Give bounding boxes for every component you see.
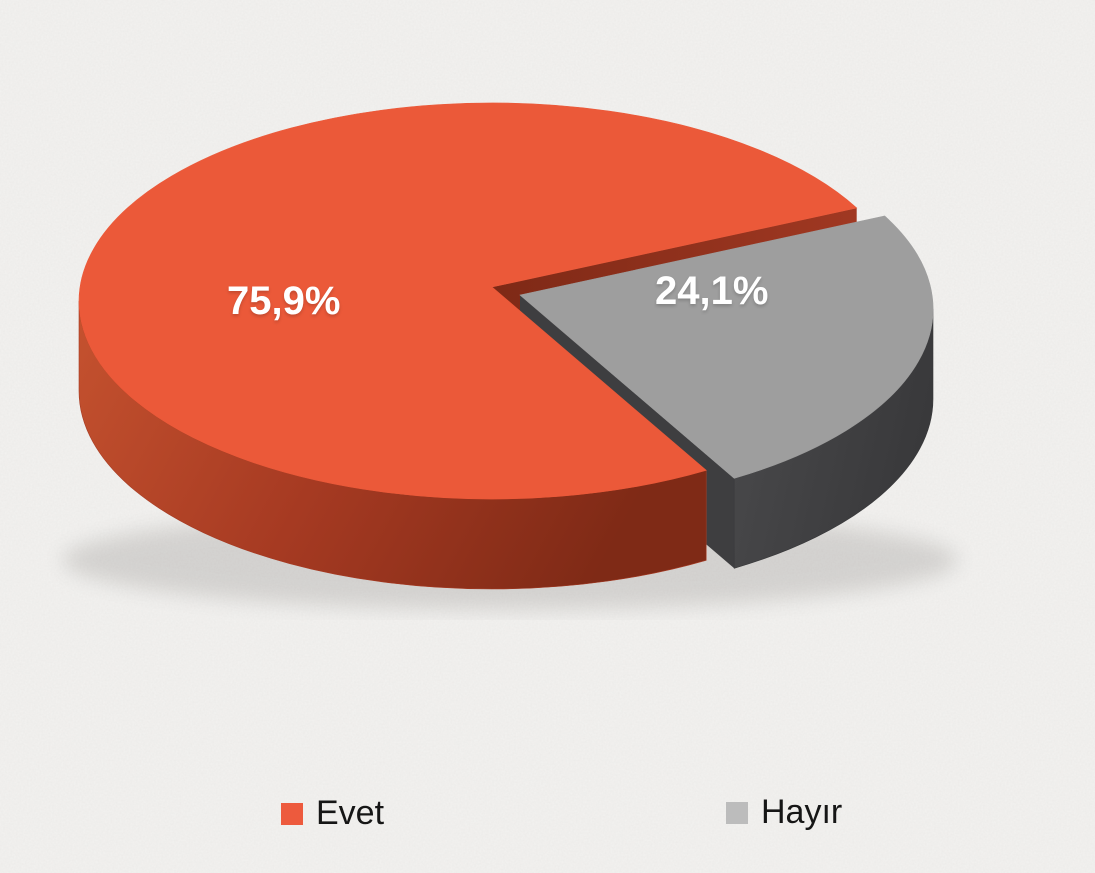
slice-label-evet: 75,9% [227,279,341,323]
slice-label-hayir: 24,1% [655,269,769,313]
